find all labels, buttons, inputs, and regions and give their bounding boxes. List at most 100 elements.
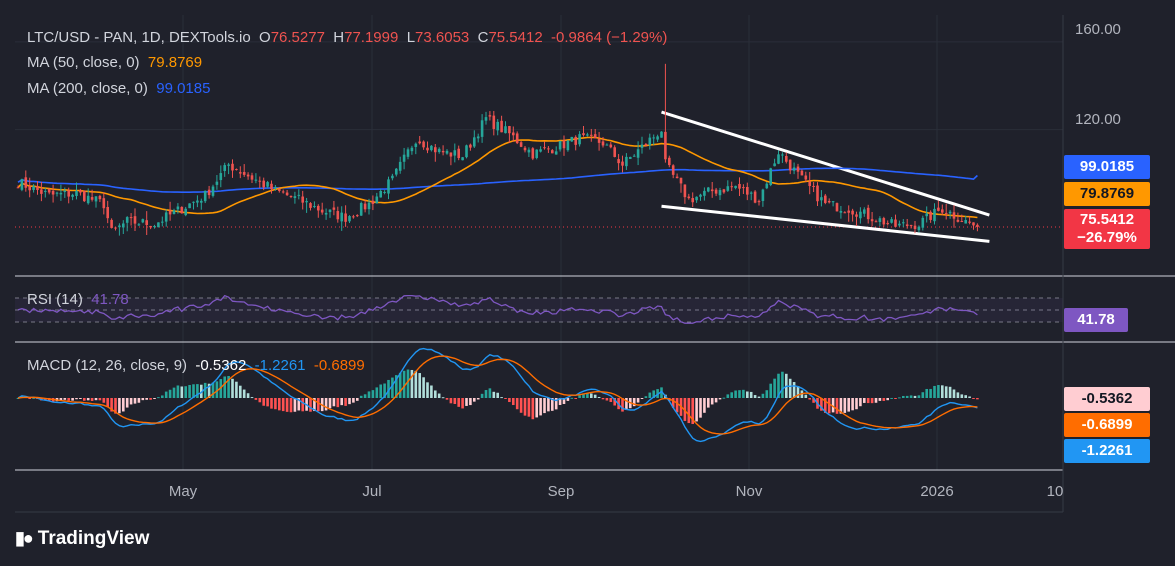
macd-histogram-bar [281,398,285,412]
macd-histogram-bar [63,398,67,400]
candle-body [613,147,616,157]
macd-histogram-bar [855,398,858,410]
candle-body [125,217,129,223]
macd-histogram-bar [640,398,644,399]
candle-body [20,179,24,190]
macd-histogram-bar [695,398,698,422]
candle-body [215,181,219,185]
macd-histogram-bar [632,398,636,407]
candle-body [898,223,901,226]
candle-body [691,198,694,203]
macd-histogram-bar [379,384,382,398]
candle-body [157,222,160,228]
macd-histogram-bar [83,398,86,401]
candle-body [430,145,433,151]
candle-body [317,205,320,211]
macd-legend-hist: -0.6899 [313,357,365,374]
macd-histogram-bar [184,386,187,398]
macd-legend-label: MACD (12, 26, close, 9) [27,357,188,374]
macd-histogram-bar [683,398,687,421]
macd-histogram-bar [352,398,355,403]
macd-histogram-bar [328,398,332,409]
macd-histogram-bar [843,398,847,413]
candle-body [110,219,113,228]
macd-histogram-bar [488,388,492,398]
macd-histogram-bar [457,398,460,407]
y-tick-120: 120.00 [1075,111,1121,128]
macd-histogram-bar [726,394,730,398]
macd-histogram-bar [582,394,585,398]
candle-body [336,211,340,220]
macd-histogram-bar [285,398,289,412]
candle-body [890,219,893,223]
candle-body [461,157,464,161]
candle-body [644,143,648,146]
macd-histogram-bar [757,396,761,398]
candle-body [504,126,507,134]
macd-histogram-bar [266,398,269,407]
candle-body [379,190,382,198]
macd-histogram-bar [859,398,862,407]
macd-histogram-bar [344,398,347,406]
candle-body [59,192,63,195]
macd-histogram-bar [718,398,722,400]
candle-body [332,207,336,210]
macd-histogram-bar [192,384,195,398]
macd-histogram-bar [102,398,106,403]
tradingview-logo[interactable]: ▮● TradingView [15,528,149,550]
macd-histogram-bar [180,386,184,398]
candle-body [562,140,566,149]
macd-histogram-bar [367,391,371,398]
candle-body [749,192,753,194]
macd-histogram-bar [196,384,199,398]
close-label: C [477,29,489,46]
candle-body [609,144,613,148]
macd-histogram-bar [356,398,359,401]
candle-body [866,207,870,220]
macd-histogram-bar [948,386,952,398]
candle-body [231,163,234,171]
macd-histogram-bar [67,398,70,401]
rsi-axis-label: 41.78 [1064,308,1128,332]
candle-body [324,212,328,215]
candle-body [340,212,343,222]
macd-histogram-bar [297,398,301,411]
pane-separators [15,15,1175,513]
candle-body [488,115,492,117]
candle-body [445,150,449,154]
candle-body [730,186,733,188]
macd-histogram-bar [749,391,753,398]
falling-wedge [661,110,990,243]
macd-histogram-bar [391,377,394,398]
macd-histogram-bar [761,393,765,398]
macd-histogram-bar [387,379,390,398]
candle-body [254,179,258,181]
candle-body [219,173,223,181]
hist-axis-label: -0.6899 [1064,413,1150,437]
candle-body [457,148,460,159]
candle-body [656,136,659,140]
rsi-line [17,294,978,324]
candle-body [874,221,878,223]
macd-histogram-bar [944,386,948,398]
candle-body [86,195,90,204]
macd-histogram-bar [523,398,527,416]
candle-body [785,155,788,162]
macd-histogram-bar [278,398,281,411]
macd-histogram-bar [235,381,238,398]
macd-histogram-bar [418,373,421,398]
candle-body [328,209,332,213]
macd-histogram-bar [172,387,176,398]
candle-body [863,209,866,214]
candle-body [941,209,944,213]
candle-body [168,210,172,215]
candle-body [512,132,515,136]
macd-histogram-bar [211,382,215,398]
candle-body [348,216,351,222]
candle-body [289,195,293,197]
candle-body [742,187,745,189]
candle-body [398,161,402,171]
candle-body [710,189,714,192]
candle-body [590,134,593,136]
